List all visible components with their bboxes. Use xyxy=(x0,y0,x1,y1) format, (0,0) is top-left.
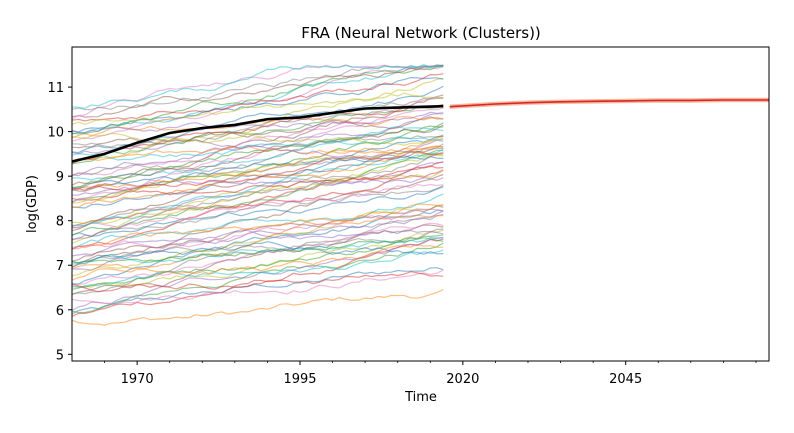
y-tick-label: 8 xyxy=(56,215,64,230)
background-series-line xyxy=(72,228,444,268)
y-tick-label: 9 xyxy=(56,170,64,185)
background-series-line xyxy=(72,237,444,288)
background-series-line xyxy=(72,186,444,237)
background-series-line xyxy=(72,161,444,250)
background-series-line xyxy=(72,243,444,275)
y-tick-label: 7 xyxy=(56,259,64,274)
background-series-line xyxy=(72,73,444,122)
y-tick-label: 5 xyxy=(56,348,64,363)
background-series-line xyxy=(72,193,444,249)
y-tick-label: 10 xyxy=(47,126,64,141)
background-series-line xyxy=(72,124,444,186)
background-series-line xyxy=(72,236,444,265)
background-series-line xyxy=(72,92,444,125)
background-series-line xyxy=(72,155,444,191)
background-series-group xyxy=(72,64,444,326)
background-series-line xyxy=(72,107,444,204)
forecast-group xyxy=(449,97,769,109)
background-series-line xyxy=(72,135,444,190)
background-series-line xyxy=(72,151,444,229)
background-series-line xyxy=(72,145,444,162)
background-series-line xyxy=(72,183,444,229)
background-series-line xyxy=(72,288,444,326)
y-axis-label: log(GDP) xyxy=(25,175,40,233)
background-series-line xyxy=(72,105,444,165)
y-tick-label: 6 xyxy=(56,304,64,319)
background-series-line xyxy=(72,205,444,262)
background-series-line xyxy=(72,271,444,293)
background-series-line xyxy=(72,151,444,191)
chart-title: FRA (Neural Network (Clusters)) xyxy=(301,24,541,42)
background-series-line xyxy=(72,145,444,208)
forecast-line xyxy=(449,99,769,108)
x-tick-label: 1995 xyxy=(283,372,316,387)
background-series-line xyxy=(72,269,444,306)
background-series-line xyxy=(72,208,444,250)
background-series-line xyxy=(72,169,444,227)
y-tick-label: 11 xyxy=(47,81,64,96)
plot-frame xyxy=(71,46,770,362)
background-series-line xyxy=(72,134,444,176)
background-series-line xyxy=(72,132,444,146)
background-series-line xyxy=(72,236,444,312)
background-series-line xyxy=(72,148,444,227)
background-series-line xyxy=(72,64,444,109)
background-series-line xyxy=(72,238,444,317)
x-tick-label: 2020 xyxy=(446,372,479,387)
background-series-line xyxy=(72,116,444,149)
background-series-line xyxy=(72,241,444,264)
x-tick-label: 2045 xyxy=(609,372,642,387)
background-series-line xyxy=(72,173,444,268)
background-series-line xyxy=(72,149,444,236)
background-series-line xyxy=(72,111,444,134)
background-series-line xyxy=(72,229,444,257)
background-series-line xyxy=(72,64,444,118)
background-series-line xyxy=(72,234,444,264)
x-axis: 1970 1995 2020 2045 xyxy=(104,361,757,387)
focus-series-group xyxy=(71,104,444,163)
background-series-line xyxy=(72,210,444,271)
background-series-line xyxy=(72,203,444,250)
background-series-line xyxy=(72,185,444,241)
background-series-line xyxy=(72,249,444,289)
y-axis: 5 6 7 8 9 10 11 xyxy=(47,81,72,363)
x-axis-label: Time xyxy=(404,390,437,405)
background-series-line xyxy=(72,77,444,165)
background-series-line xyxy=(72,135,444,209)
background-series-line xyxy=(72,170,444,225)
focus-series-line xyxy=(71,104,444,163)
background-series-line xyxy=(72,267,444,315)
background-series-line xyxy=(72,103,444,164)
x-tick-label: 1970 xyxy=(121,372,154,387)
